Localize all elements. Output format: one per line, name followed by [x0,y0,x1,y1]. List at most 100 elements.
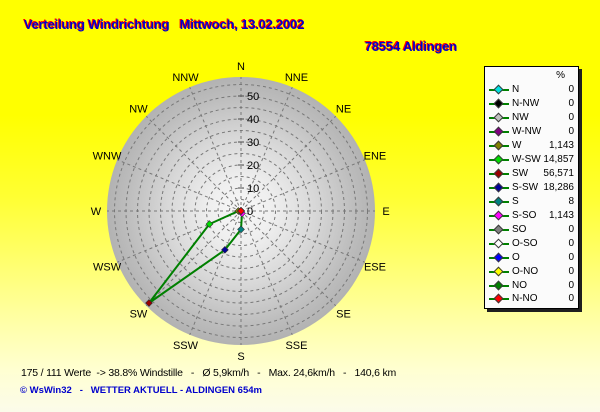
legend-item: SO 0 [485,222,578,236]
legend-item-label: W [512,140,522,152]
compass-label: ESE [364,261,386,273]
legend-item: N-NW 0 [485,97,578,111]
legend-marker [489,196,509,207]
series-marker-icon [493,294,504,304]
legend-item-value: 0 [568,293,574,305]
legend-marker [489,252,509,263]
legend-item-value: 0 [568,279,574,291]
compass-label: SW [130,309,148,321]
legend-marker [489,98,509,109]
series-marker-icon [493,224,504,235]
compass-label: WNW [93,151,122,163]
legend-marker [489,182,509,193]
series-marker-icon [205,220,214,228]
series-marker-icon [493,182,504,193]
polar-ring [137,107,345,315]
radial-tick-label: 30 [247,137,259,149]
legend-marker [489,140,509,151]
legend-marker [489,154,509,165]
legend-item: SW 56,571 [485,167,578,181]
polar-spoke [145,210,242,307]
legend-item-value: 0 [568,112,574,124]
compass-label: NNW [172,72,199,84]
compass-label: NW [129,103,148,115]
legend-item-label: NW [512,112,529,124]
polar-ring [229,199,253,223]
legend-item: NO 0 [485,278,578,292]
stats-line: 175 / 111 Werte -> 38.8% Windstille - Ø … [21,367,397,379]
polar-spoke [240,210,337,307]
legend-item-value: 0 [568,84,574,96]
series-marker-icon [145,299,153,307]
legend-item-label: W-NW [512,126,542,138]
compass-label: SE [336,309,351,321]
legend-item-label: SO [512,223,527,235]
compass-label: E [382,206,389,218]
legend-marker [489,112,509,123]
series-marker-icon [221,246,229,254]
series-marker-icon [493,140,504,151]
radial-tick-label: 0 [247,206,253,218]
legend-item-label: O-NO [512,265,539,277]
radial-tick-label: 20 [247,160,259,172]
station-label: 78554 Aldingen [365,39,458,54]
legend-marker [489,168,509,179]
polar-ring [160,130,322,292]
legend-item-value: 0 [568,251,574,263]
legend-item-value: 0 [568,126,574,138]
polar-spoke [240,115,337,212]
legend-item: W 1,143 [485,139,578,153]
compass-label: SSW [173,340,199,352]
legend-item-label: W-SW [512,154,541,166]
legend-item-value: 18,286 [543,181,574,193]
radial-tick-label: 40 [247,114,259,126]
radial-tick-label: 10 [247,183,259,195]
legend-item-label: O-SO [512,237,538,249]
legend-marker [489,126,509,137]
compass-label: NNE [285,72,308,84]
legend-item-label: S [512,195,519,207]
legend-marker [489,280,509,290]
legend-item-value: 56,571 [543,168,574,180]
legend-marker [489,224,509,235]
legend-item-value: 8 [568,195,574,207]
legend-header-row: % [485,69,578,83]
series-marker-icon [493,280,504,290]
legend-item-value: 0 [568,223,574,235]
legend-item: NW 0 [485,111,578,125]
legend-marker [489,210,509,221]
polar-spoke [189,210,242,335]
legend-item-value: 0 [568,265,574,277]
legend-header: % [556,70,565,82]
legend-item-value: 0 [568,237,574,249]
legend-item-label: N [512,84,520,96]
legend-item: S-SO 1,143 [485,208,578,222]
polar-spoke [189,87,242,212]
legend-item-label: SW [512,168,529,180]
legend-item-value: 1,143 [548,140,574,152]
legend-item-value: 14,857 [543,154,574,166]
copyright-line: © WsWin32 - WETTER AKTUELL - ALDINGEN 65… [20,385,262,396]
legend-item: O-SO 0 [485,236,578,250]
legend-item-value: 0 [568,98,574,110]
legend-item-label: N-NW [512,98,540,110]
radial-tick-label: 50 [247,91,259,103]
polar-spoke [240,210,293,335]
legend-marker [489,84,509,95]
legend-marker [489,294,509,304]
series-marker-icon [237,207,245,215]
compass-label: S [237,351,244,363]
polar-ring [217,187,265,235]
legend-item: S-SW 18,286 [485,181,578,195]
legend-item-label: O [512,251,520,263]
series-marker-icon [493,238,504,249]
legend-item: W-NW 0 [485,125,578,139]
polar-spoke [240,210,365,263]
series-marker-icon [493,196,504,207]
legend-item-label: NO [512,279,527,291]
series-marker-icon [493,84,504,95]
legend-marker [489,238,509,249]
